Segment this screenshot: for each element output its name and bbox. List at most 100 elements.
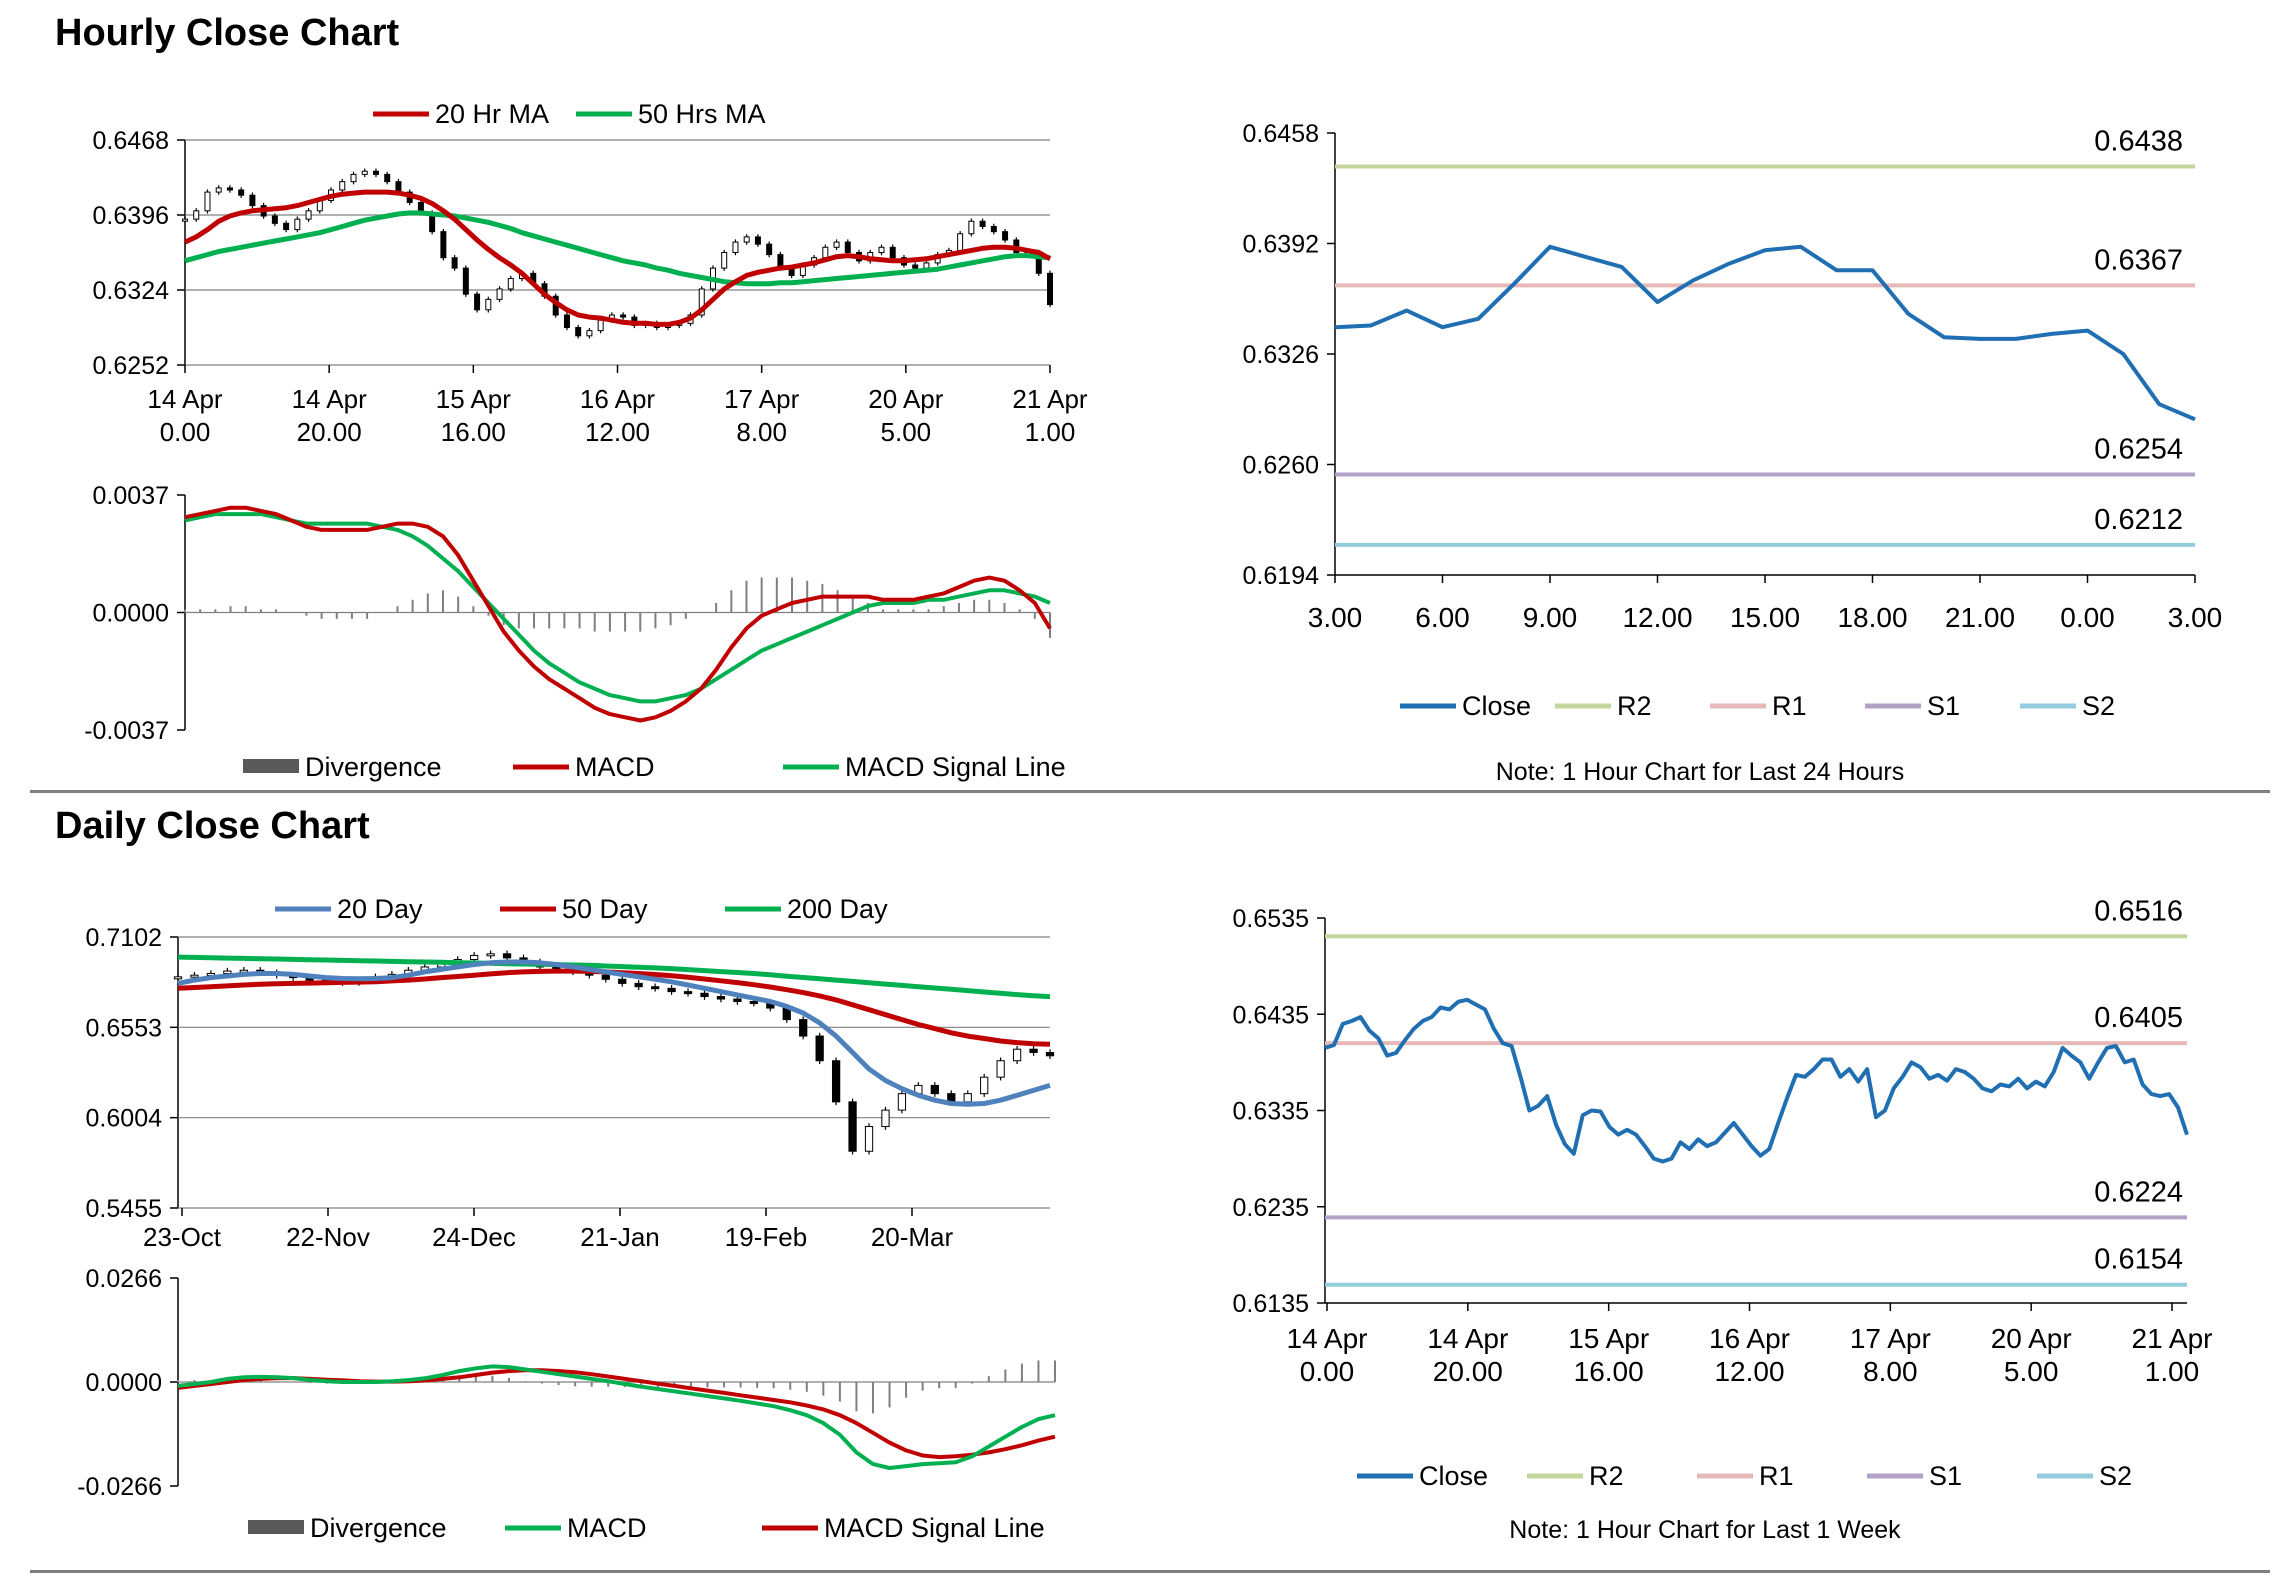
daily-macd-legend-label: MACD	[567, 1513, 647, 1543]
daily-candle-body	[223, 970, 232, 975]
hourly-candles-axes: 0.6468 0.6396 0.6324 0.6252	[93, 127, 1050, 380]
daily-candle-body	[618, 978, 627, 984]
hourly-close-y-tick-label: 0.6458	[1243, 120, 1319, 148]
weekly-close-x-tick-label: 5.00	[2004, 1356, 2059, 1387]
hourly-candle-body	[721, 252, 728, 269]
hourly-candles-x-tick-label: 15 Apr	[436, 384, 512, 414]
hourly-close-x-tick-label: 6.00	[1415, 602, 1470, 633]
hourly-close-x-tick-label: 12.00	[1622, 602, 1692, 633]
hourly-candle-body	[451, 257, 458, 269]
daily-ma20-line	[177, 959, 1051, 1107]
hourly-candles-x-tick-label: 5.00	[881, 417, 932, 447]
weekly-close-legend-label: R2	[1589, 1461, 1624, 1491]
hourly-candle-body	[563, 314, 570, 328]
weekly-close-x-tick-label: 15 Apr	[1568, 1323, 1649, 1354]
hourly-candles-y-tick-label: 0.6468	[93, 127, 169, 155]
hourly-close-x-tick-label: 0.00	[2060, 602, 2115, 633]
hourly-candle-body	[215, 187, 222, 193]
weekly-close-level-label-s1: 0.6224	[2094, 1176, 2183, 1208]
weekly-close-note: Note: 1 Hour Chart for Last 1 Week	[1509, 1516, 1901, 1544]
daily-candle-body	[848, 1101, 857, 1152]
daily-candle-body	[650, 986, 660, 990]
hourly-candle-body	[878, 246, 885, 254]
hourly-close-x-tick-label: 9.00	[1523, 602, 1578, 633]
daily-macd-axes: 0.0266 0.0000 -0.0266	[77, 1265, 179, 1501]
daily-candle-body	[601, 974, 610, 980]
weekly-close-level-label-r1: 0.6405	[2094, 1002, 2183, 1034]
daily-candle-body	[190, 974, 199, 978]
hourly-macd-axes: 0.0037 0.0000 -0.0037	[84, 482, 186, 745]
hourly-macd-legend-label: MACD	[575, 752, 655, 782]
hourly-close-x-tick-label: 15.00	[1730, 602, 1800, 633]
hourly-macd-line	[184, 505, 1052, 723]
hourly-candle-body	[766, 243, 773, 256]
daily-candles-x-tick-label: 22-Nov	[286, 1222, 370, 1252]
weekly-close-legend-label: Close	[1419, 1461, 1488, 1491]
weekly-close-x-tick-label: 1.00	[2145, 1356, 2200, 1387]
hourly-candle-body	[350, 173, 357, 183]
weekly-close-x-tick-label: 20 Apr	[1991, 1323, 2072, 1354]
daily-candles-legend-label: 50 Day	[562, 894, 648, 924]
hourly-candles-x-tick-label: 17 Apr	[724, 384, 800, 414]
weekly-close-x-tick-label: 0.00	[1300, 1356, 1355, 1387]
daily-candle-body	[173, 976, 183, 980]
weekly-close-x-tick-label: 21 Apr	[2132, 1323, 2213, 1354]
hourly-candle-body	[339, 181, 346, 191]
hourly-candle-body	[844, 241, 851, 253]
daily-macd-legend-label: Divergence	[310, 1513, 447, 1543]
daily-candle-body	[667, 987, 676, 993]
hourly-close-legend-label: Close	[1462, 691, 1531, 721]
hourly-candle-body	[833, 241, 840, 248]
hourly-candle-body	[462, 267, 469, 295]
daily-macd-y-tick-label: 0.0000	[86, 1369, 162, 1397]
hourly-close-note: Note: 1 Hour Chart for Last 24 Hours	[1496, 758, 1905, 786]
hourly-macd-y-tick-label: 0.0000	[93, 600, 169, 628]
hourly-candle-body	[238, 189, 245, 196]
hourly-candles-x-tick-label: 1.00	[1025, 417, 1076, 447]
weekly-close-x-tick-label: 20.00	[1433, 1356, 1503, 1387]
daily-candles-y-tick-label: 0.7102	[86, 924, 162, 952]
weekly-close-legend-label: S2	[2099, 1461, 2132, 1491]
weekly-close-x-tick-label: 17 Apr	[1850, 1323, 1931, 1354]
hourly-candle-body	[1002, 231, 1009, 241]
daily-candle-body	[470, 954, 479, 961]
weekly-close-y-tick-label: 0.6235	[1233, 1194, 1309, 1222]
hourly-candle-body	[226, 187, 233, 191]
hourly-candles-x-tick-label: 16 Apr	[580, 384, 656, 414]
daily-candle-body	[815, 1035, 824, 1062]
hourly-close-legend-label: R1	[1772, 691, 1807, 721]
daily-candle-body	[1029, 1048, 1038, 1054]
hourly-candles-y-tick-label: 0.6324	[93, 277, 170, 305]
daily-candle-body	[996, 1060, 1005, 1078]
hourly-candle-body	[698, 288, 705, 316]
daily-candle-body	[1045, 1052, 1055, 1057]
weekly-close-legend-label: R1	[1759, 1461, 1794, 1491]
hourly-macd-y-tick-label: 0.0037	[93, 482, 169, 510]
weekly-close-y-tick-label: 0.6135	[1233, 1290, 1309, 1318]
weekly-close-y-tick-label: 0.6435	[1233, 1001, 1309, 1029]
hourly-close-line	[1334, 244, 2196, 422]
hourly-candles-x-tick-label: 8.00	[736, 417, 787, 447]
hourly-close-x-tick-label: 3.00	[1308, 602, 1363, 633]
hourly-close-legend-label: S2	[2082, 691, 2115, 721]
hourly-close-x-tick-label: 18.00	[1837, 602, 1907, 633]
hourly-candle-body	[496, 288, 503, 300]
daily-candle-body	[634, 982, 643, 988]
daily-candle-body	[930, 1084, 939, 1095]
daily-section-title: Daily Close Chart	[55, 805, 370, 847]
hourly-candles-x-tick-label: 12.00	[585, 417, 650, 447]
daily-candles-legend-label: 200 Day	[787, 894, 888, 924]
daily-candles-x-tick-label: 19-Feb	[725, 1222, 807, 1252]
hourly-ma50-line	[184, 210, 1051, 287]
hourly-candle-body	[586, 330, 593, 337]
daily-candles-y-tick-label: 0.6004	[86, 1105, 163, 1133]
hourly-candles-x-tick-label: 14 Apr	[292, 384, 368, 414]
daily-macd-legend-label: MACD Signal Line	[824, 1513, 1045, 1543]
hourly-close-legend-label: S1	[1927, 691, 1960, 721]
weekly-close-level-label-s2: 0.6154	[2094, 1244, 2183, 1276]
daily-candle-body	[963, 1093, 972, 1103]
weekly-close-level-label-r2: 0.6516	[2094, 895, 2183, 927]
hourly-candle-body	[889, 246, 896, 259]
hourly-macd-signal-line	[184, 512, 1051, 704]
